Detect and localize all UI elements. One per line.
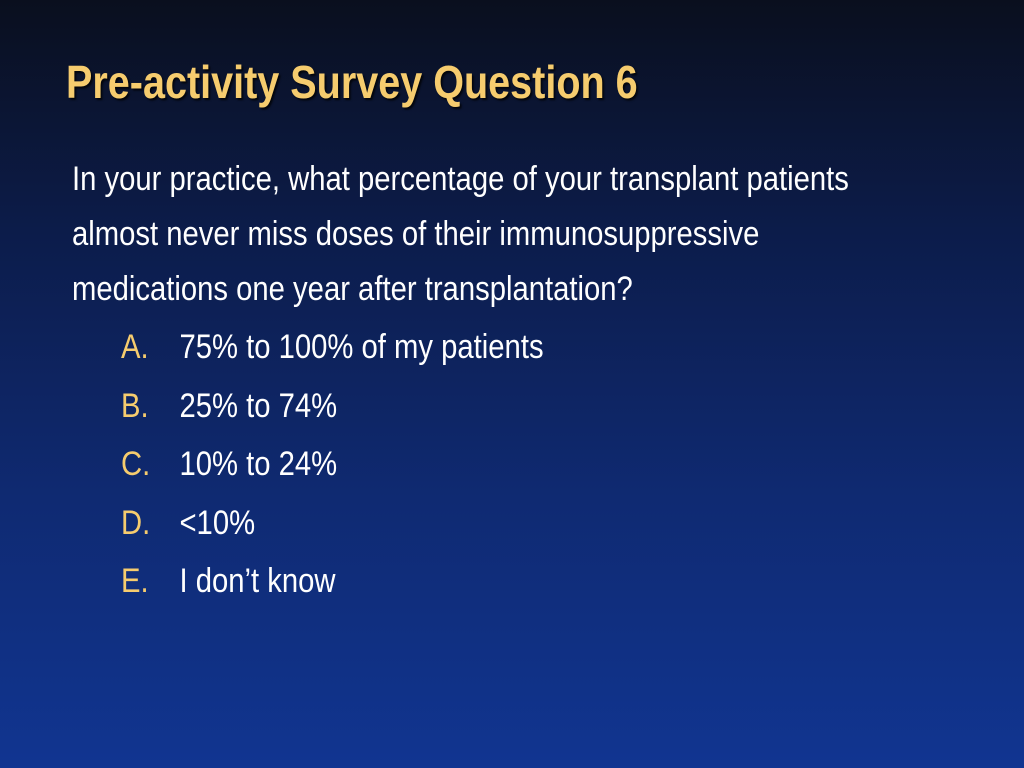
question-line: almost never miss doses of their immunos…: [72, 215, 760, 253]
answer-options: A. 75% to 100% of my patients B. 25% to …: [121, 318, 544, 611]
option-text: I don’t know: [179, 562, 336, 600]
option-letter: B.: [121, 386, 149, 425]
question-line: medications one year after transplantati…: [72, 270, 633, 308]
question-text: In your practice, what percentage of you…: [72, 152, 949, 317]
answer-option-e: E. I don’t know: [121, 552, 544, 611]
option-text: 10% to 24%: [179, 445, 338, 483]
option-text: 75% to 100% of my patients: [179, 328, 544, 366]
option-letter: C.: [121, 445, 151, 483]
answer-option-c: C. 10% to 24%: [121, 435, 544, 494]
option-letter: D.: [121, 503, 151, 542]
answer-option-d: D. <10%: [121, 494, 544, 553]
option-text: 25% to 74%: [179, 386, 338, 425]
option-text: <10%: [179, 503, 256, 542]
option-letter: A.: [121, 328, 149, 366]
option-letter: E.: [121, 562, 149, 600]
answer-option-b: B. 25% to 74%: [121, 377, 544, 436]
slide-title: Pre-activity Survey Question 6: [66, 56, 638, 108]
question-line: In your practice, what percentage of you…: [72, 160, 849, 198]
answer-option-a: A. 75% to 100% of my patients: [121, 318, 544, 377]
